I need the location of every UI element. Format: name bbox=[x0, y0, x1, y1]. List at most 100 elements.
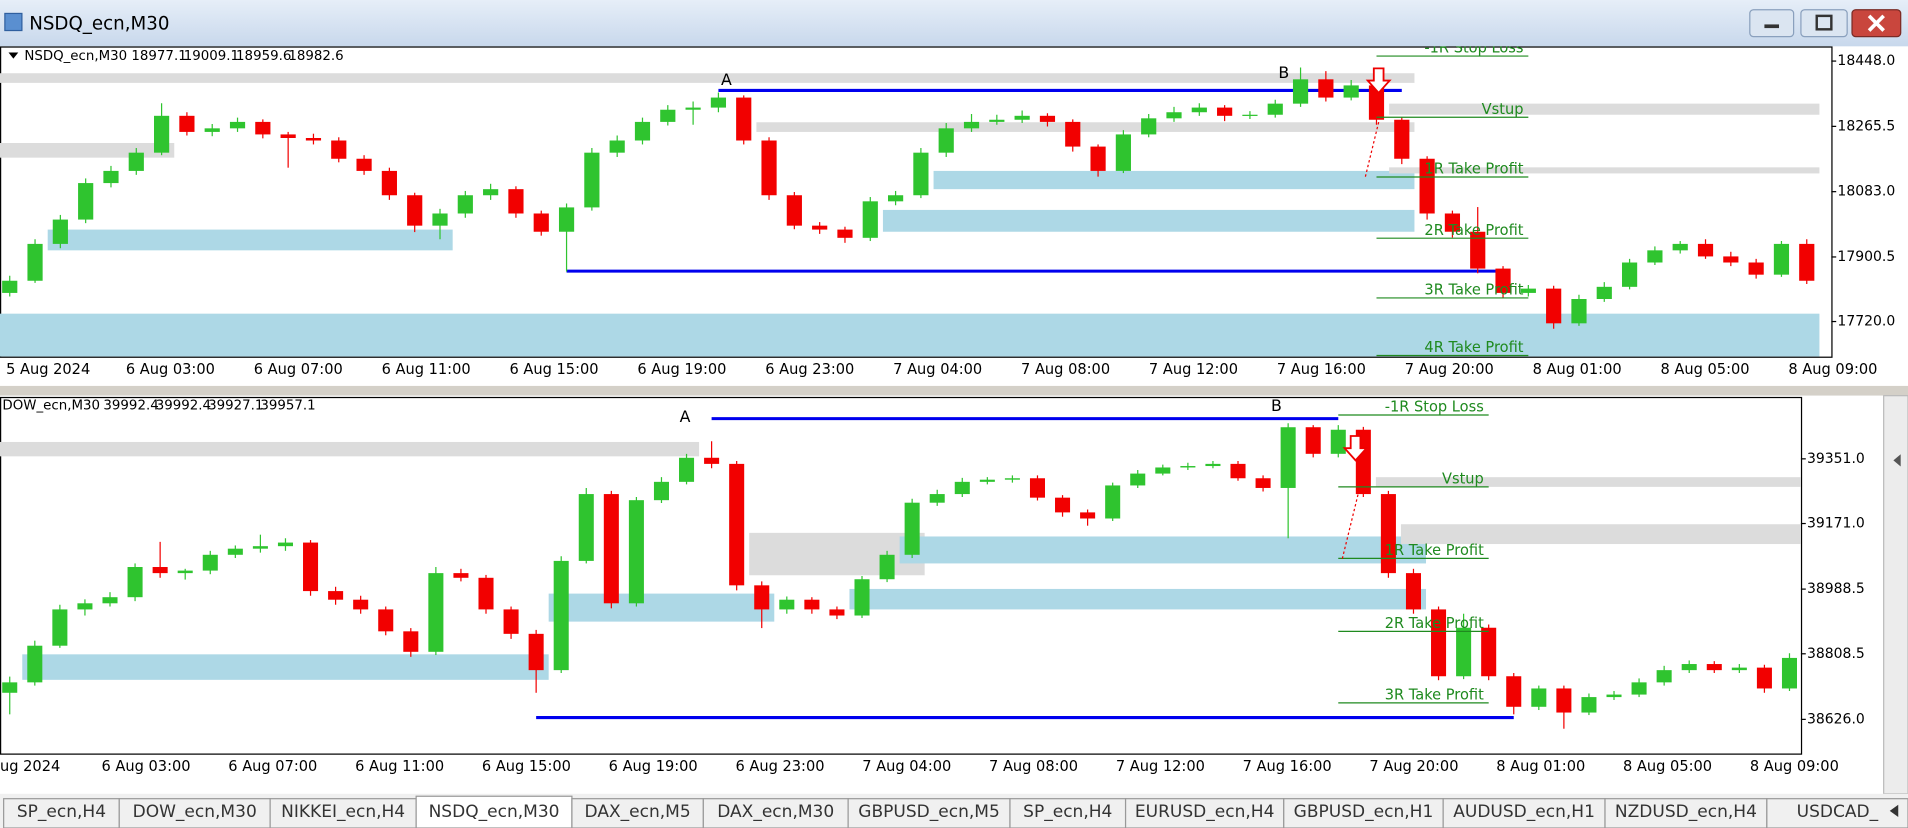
candle-body bbox=[862, 201, 878, 238]
x-tick-label: 6 Aug 19:00 bbox=[609, 758, 698, 775]
x-tick-label: 6 Aug 19:00 bbox=[637, 361, 726, 378]
sell-arrow bbox=[1365, 67, 1392, 95]
candle-body bbox=[1556, 688, 1572, 713]
tab-label[interactable]: NZDUSD_ecn,H4 bbox=[1615, 802, 1757, 822]
candle-body bbox=[1481, 627, 1497, 677]
candle-body bbox=[1255, 478, 1271, 488]
candle-body bbox=[27, 243, 43, 281]
x-tick-label: 6 Aug 11:00 bbox=[355, 758, 444, 775]
candle-body bbox=[1581, 697, 1597, 713]
level-label: 1R Take Profit bbox=[1424, 161, 1523, 178]
point-label: B bbox=[1278, 63, 1289, 82]
level-label: 4R Take Profit bbox=[1424, 339, 1523, 356]
tab[interactable] bbox=[702, 798, 849, 828]
tab-label[interactable]: NIKKEI_ecn,H4 bbox=[281, 802, 405, 822]
tab[interactable] bbox=[847, 798, 1011, 828]
point-label: A bbox=[721, 70, 732, 89]
axes: NSDQ_ecn,M30 18977.119009.118959.618982.6… bbox=[0, 49, 1895, 775]
price-zone bbox=[1389, 103, 1820, 115]
candle-body bbox=[1697, 243, 1714, 257]
collapse-triangle[interactable] bbox=[8, 52, 19, 59]
maximize-button[interactable] bbox=[1800, 9, 1848, 38]
tab[interactable] bbox=[1604, 798, 1768, 828]
candle-body bbox=[913, 152, 929, 196]
symbol-label: NSDQ_ecn,M30 bbox=[24, 49, 127, 64]
y-tick-label: 17900.5 bbox=[1837, 249, 1895, 265]
price-zone bbox=[749, 532, 925, 576]
price-zone bbox=[899, 536, 1427, 564]
candle-body bbox=[483, 189, 499, 196]
tab-label[interactable]: GBPUSD_ecn,H1 bbox=[1294, 802, 1434, 822]
window-buttons[interactable] bbox=[1749, 9, 1902, 38]
candle-body bbox=[1065, 121, 1081, 147]
tab-label[interactable]: EURUSD_ecn,H4 bbox=[1135, 802, 1275, 822]
y-tick-label: 38808.5 bbox=[1807, 646, 1865, 662]
candle-body bbox=[1470, 231, 1486, 269]
tab-label[interactable]: USDCAD_ bbox=[1797, 802, 1879, 822]
x-tick-label: 6 Aug 07:00 bbox=[228, 758, 317, 775]
candle-body bbox=[305, 137, 322, 141]
y-tick-label: 17720.0 bbox=[1837, 314, 1895, 330]
tab-label[interactable]: DAX_ecn,M30 bbox=[717, 802, 834, 822]
candle-body bbox=[1444, 213, 1461, 232]
candle-body bbox=[603, 494, 619, 604]
scrollbar[interactable] bbox=[1883, 395, 1908, 795]
candle-body bbox=[1706, 664, 1722, 671]
candle-body bbox=[761, 140, 777, 196]
level-label: -1R Stop Loss bbox=[1424, 40, 1523, 57]
sell-arrow bbox=[1342, 435, 1369, 462]
candle-body bbox=[854, 579, 870, 616]
tab-scroll-arrow[interactable] bbox=[1889, 804, 1899, 818]
ohlc-value: 19009.1 bbox=[184, 49, 239, 64]
tab-label[interactable]: DOW_ecn,M30 bbox=[133, 802, 257, 822]
ohlc-value: 39927.1 bbox=[208, 398, 263, 413]
tab[interactable] bbox=[571, 798, 704, 828]
level-label: Vstup bbox=[1442, 471, 1484, 488]
x-tick-label: 7 Aug 16:00 bbox=[1243, 758, 1332, 775]
level-label: 2R Take Profit bbox=[1424, 222, 1523, 239]
tab[interactable] bbox=[1766, 798, 1908, 828]
tab[interactable] bbox=[118, 798, 271, 828]
price-zone bbox=[548, 593, 775, 622]
price-zone bbox=[882, 209, 1415, 232]
ohlc-value: 18982.6 bbox=[288, 49, 343, 64]
x-tick-label: 7 Aug 08:00 bbox=[1021, 361, 1110, 378]
candle-body bbox=[1230, 463, 1246, 479]
candle-body bbox=[127, 567, 143, 598]
y-tick-label: 18265.5 bbox=[1837, 118, 1895, 134]
tab-label[interactable]: NSDQ_ecn,M30 bbox=[429, 802, 560, 822]
candle-body bbox=[979, 479, 995, 482]
tab-label[interactable]: GBPUSD_ecn,M5 bbox=[858, 802, 1000, 822]
tab[interactable] bbox=[269, 798, 417, 828]
candle-body bbox=[102, 597, 118, 604]
candle-body bbox=[710, 97, 727, 108]
candle-body bbox=[280, 134, 296, 138]
candle-body bbox=[754, 585, 770, 610]
candle-body bbox=[1723, 256, 1739, 263]
candle-body bbox=[1506, 676, 1522, 707]
candle-body bbox=[779, 599, 795, 610]
candle-body bbox=[457, 195, 473, 214]
x-tick-label: 8 Aug 09:00 bbox=[1750, 758, 1839, 775]
tab[interactable] bbox=[415, 795, 573, 828]
candle-body bbox=[1781, 657, 1798, 689]
candle-body bbox=[1368, 85, 1385, 120]
x-tick-label: 8 Aug 01:00 bbox=[1533, 361, 1622, 378]
tab-label[interactable]: SP_ecn,H4 bbox=[17, 802, 106, 822]
candle-body bbox=[1419, 158, 1435, 214]
candle-body bbox=[277, 542, 293, 547]
ohlc-value: 18959.6 bbox=[236, 49, 291, 64]
minimize-button[interactable] bbox=[1749, 9, 1795, 38]
candle-body bbox=[303, 542, 319, 592]
price-zone bbox=[933, 170, 1415, 190]
candle-body bbox=[1571, 298, 1587, 324]
tab-label[interactable]: AUDUSD_ecn,H1 bbox=[1453, 802, 1595, 822]
ohlc-value: 39992.4 bbox=[103, 398, 158, 413]
candle-body bbox=[407, 195, 423, 226]
tab-label[interactable]: SP_ecn,H4 bbox=[1023, 802, 1112, 822]
ohlc-value: 39957.1 bbox=[260, 398, 315, 413]
tab-label[interactable]: DAX_ecn,M5 bbox=[585, 802, 691, 822]
x-tick-label: ug 2024 bbox=[0, 758, 60, 775]
tab[interactable] bbox=[1124, 798, 1285, 828]
tab[interactable] bbox=[1009, 798, 1127, 828]
